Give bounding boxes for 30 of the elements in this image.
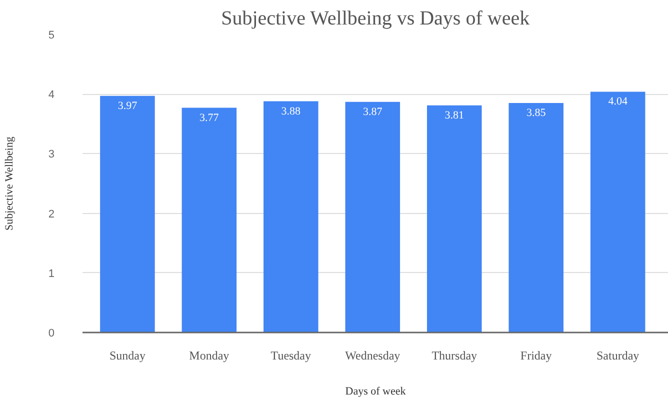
bar bbox=[426, 105, 482, 332]
x-tick-label: Friday bbox=[520, 348, 552, 362]
data-label: 3.81 bbox=[444, 109, 464, 122]
y-tick-label: 1 bbox=[48, 268, 55, 280]
data-label: 3.88 bbox=[281, 105, 302, 118]
x-tick-label: Tuesday bbox=[270, 348, 312, 362]
bar bbox=[345, 102, 400, 332]
data-label: 3.85 bbox=[526, 107, 546, 120]
y-axis-title: Subjective Wellbeing bbox=[3, 136, 16, 231]
bar bbox=[590, 92, 646, 332]
bar bbox=[508, 103, 564, 332]
x-tick-label: Thursday bbox=[432, 348, 478, 362]
data-label: 3.77 bbox=[200, 112, 220, 124]
y-tick-label: 5 bbox=[48, 30, 55, 42]
chart-title: Subjective Wellbeing vs Days of week bbox=[221, 8, 530, 30]
y-tick-label: 3 bbox=[48, 148, 55, 161]
bar bbox=[182, 108, 237, 332]
x-tick-label: Saturday bbox=[596, 348, 640, 362]
y-tick-label: 2 bbox=[48, 208, 55, 220]
bar bbox=[264, 101, 318, 332]
bar bbox=[100, 96, 155, 332]
data-label: 4.04 bbox=[608, 96, 628, 108]
x-tick-label: Monday bbox=[189, 348, 230, 362]
y-tick-label: 0 bbox=[48, 328, 55, 340]
y-tick-label: 4 bbox=[48, 89, 55, 102]
data-label: 3.97 bbox=[118, 100, 138, 112]
x-tick-label: Sunday bbox=[109, 348, 146, 362]
data-label: 3.87 bbox=[363, 106, 383, 118]
x-axis-title: Days of week bbox=[345, 386, 406, 398]
x-tick-label: Wednesday bbox=[345, 348, 400, 362]
